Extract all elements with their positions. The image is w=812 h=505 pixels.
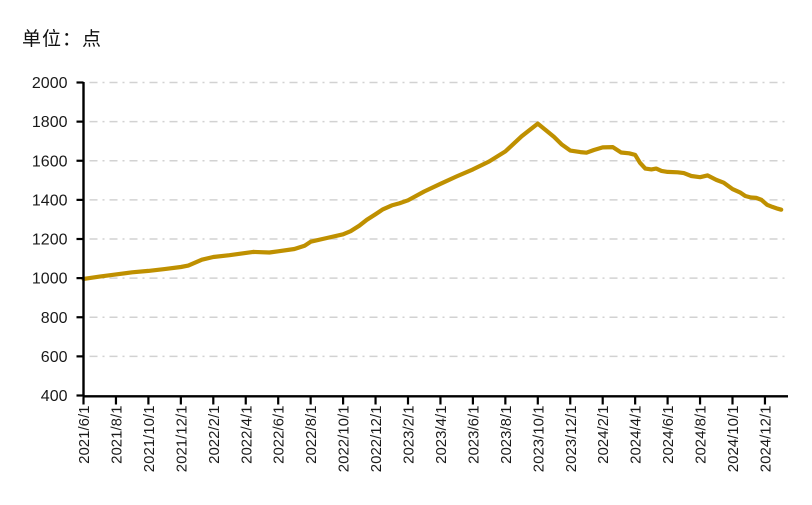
x-axis-label: 2022/12/1 xyxy=(368,406,385,473)
x-axis-label: 2024/6/1 xyxy=(660,406,677,464)
y-axis-label: 1000 xyxy=(32,271,68,288)
gridlines xyxy=(89,81,788,358)
y-axis-label: 800 xyxy=(41,310,68,327)
index-line xyxy=(81,121,784,281)
x-axis-label: 2024/8/1 xyxy=(693,406,710,464)
x-axis-label: 2021/6/1 xyxy=(76,406,93,464)
x-axis-label: 2022/2/1 xyxy=(206,406,223,464)
x-axis-label: 2021/10/1 xyxy=(141,406,158,473)
x-axis-label: 2023/2/1 xyxy=(401,406,418,464)
series-lines xyxy=(81,121,784,281)
y-axis-label: 400 xyxy=(41,388,68,405)
x-axis-ticks: 2021/6/1 2021/8/1 2021/10/1 2021/12/1 2022/2… xyxy=(76,397,774,473)
y-axis-label: 1400 xyxy=(32,192,68,209)
x-axis-label: 2021/8/1 xyxy=(108,406,125,464)
x-axis-label: 2024/10/1 xyxy=(725,406,742,473)
y-axis-label: 1800 xyxy=(32,114,68,131)
y-axis-label: 1200 xyxy=(32,232,68,249)
y-axis-label: 600 xyxy=(41,349,68,366)
x-axis-label: 2022/8/1 xyxy=(303,406,320,464)
x-axis-label: 2023/12/1 xyxy=(563,406,580,473)
x-axis-label: 2024/12/1 xyxy=(757,406,774,473)
y-axis-ticks: 2000 1800 1600 1400 1200 1000 800 600 400 xyxy=(32,75,84,405)
x-axis-label: 2023/10/1 xyxy=(530,406,547,473)
x-axis-label: 2024/2/1 xyxy=(595,406,612,464)
chart-unit-label: 单位：点 xyxy=(22,29,103,50)
x-axis-label: 2022/4/1 xyxy=(238,406,255,464)
x-axis-label: 2023/8/1 xyxy=(498,406,515,464)
x-axis-label: 2021/12/1 xyxy=(173,406,190,473)
x-axis-label: 2022/10/1 xyxy=(336,406,353,473)
y-axis-label: 2000 xyxy=(32,75,68,92)
x-axis-label: 2023/4/1 xyxy=(433,406,450,464)
y-axis-label: 1600 xyxy=(32,153,68,170)
x-axis-label: 2023/6/1 xyxy=(465,406,482,464)
x-axis-label: 2024/4/1 xyxy=(628,406,645,464)
x-axis-label: 2022/6/1 xyxy=(271,406,288,464)
